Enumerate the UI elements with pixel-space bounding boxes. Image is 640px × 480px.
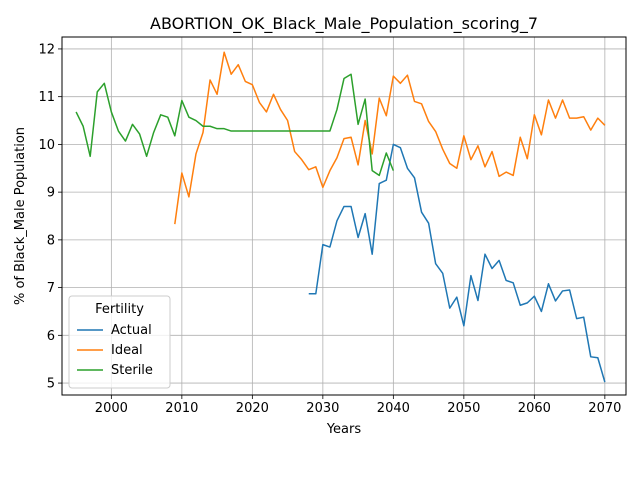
legend-title: Fertility bbox=[95, 302, 144, 317]
y-tick-label: 11 bbox=[38, 90, 55, 105]
x-tick-label: 2010 bbox=[165, 401, 198, 416]
y-tick-label: 5 bbox=[47, 377, 55, 392]
y-tick-label: 9 bbox=[47, 186, 55, 201]
x-tick-label: 2000 bbox=[95, 401, 128, 416]
y-tick-label: 6 bbox=[47, 329, 55, 344]
x-tick-label: 2040 bbox=[377, 401, 410, 416]
legend-label-sterile: Sterile bbox=[111, 363, 153, 378]
y-axis-label: % of Black_Male Population bbox=[13, 127, 28, 305]
legend-box bbox=[68, 295, 171, 389]
axis-ticks: 2000 2010 2020 2030 2040 2050 2060 2070 5 6 7 8 9 10 1… bbox=[38, 42, 621, 416]
series-lines bbox=[75, 51, 606, 383]
x-tick-label: 2060 bbox=[518, 401, 551, 416]
y-tick-label: 12 bbox=[38, 42, 55, 57]
y-tick-label: 10 bbox=[38, 138, 55, 153]
legend-label-actual: Actual bbox=[111, 323, 152, 338]
legend-items: Actual Ideal Sterile bbox=[77, 323, 153, 378]
legend: Fertility Actual Ideal Sterile bbox=[68, 295, 171, 389]
x-tick-label: 2030 bbox=[306, 401, 339, 416]
grid bbox=[62, 37, 626, 395]
x-axis-label: Years bbox=[326, 422, 362, 437]
plot-frame bbox=[61, 36, 627, 396]
legend-label-ideal: Ideal bbox=[111, 343, 143, 358]
x-tick-label: 2070 bbox=[588, 401, 621, 416]
y-tick-label: 7 bbox=[47, 281, 55, 296]
chart-title: ABORTION_OK_Black_Male_Population_scorin… bbox=[150, 14, 538, 34]
series-line-sterile bbox=[75, 73, 395, 177]
series-line-ideal bbox=[174, 51, 606, 225]
x-tick-label: 2020 bbox=[236, 401, 269, 416]
x-tick-label: 2050 bbox=[447, 401, 480, 416]
y-tick-label: 8 bbox=[47, 233, 55, 248]
series-line-actual bbox=[308, 143, 606, 383]
